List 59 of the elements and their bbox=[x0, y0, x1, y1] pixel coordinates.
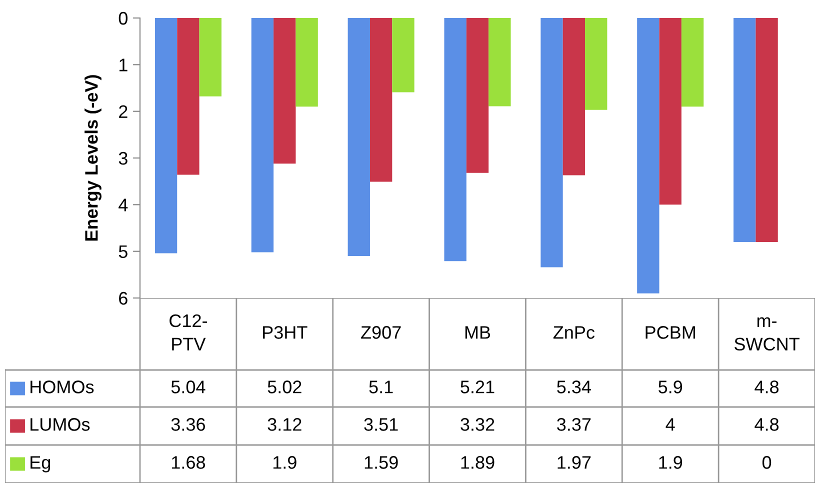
bar bbox=[585, 18, 608, 110]
data-label: 5.34 bbox=[557, 380, 591, 394]
data-label: 1.9 bbox=[273, 456, 296, 469]
bar bbox=[659, 18, 682, 205]
data-label: 1.68 bbox=[172, 456, 205, 469]
legend-label: Eg bbox=[30, 456, 50, 472]
y-tick-label: 5 bbox=[118, 245, 128, 258]
y-tick-label: 2 bbox=[119, 105, 128, 118]
x-tick-label: PCBM bbox=[646, 326, 695, 339]
x-tick-label: m-SWCNT bbox=[734, 317, 800, 351]
bar bbox=[756, 18, 778, 242]
bar bbox=[488, 18, 511, 106]
y-tick-label: 4 bbox=[118, 198, 128, 212]
y-axis-title: Energy Levels (-eV) bbox=[84, 75, 102, 241]
bar bbox=[154, 18, 178, 254]
x-tick-label: Z907 bbox=[361, 326, 401, 339]
data-label: 4.8 bbox=[754, 380, 779, 394]
bar bbox=[251, 18, 274, 252]
bar bbox=[681, 18, 704, 107]
data-label: 3.37 bbox=[557, 418, 591, 431]
bar bbox=[562, 18, 586, 176]
bar bbox=[392, 18, 414, 92]
bar bbox=[296, 18, 318, 107]
bar bbox=[370, 18, 392, 182]
x-tick-label: C12-PTV bbox=[170, 314, 207, 350]
data-label: 5.21 bbox=[460, 380, 494, 394]
data-label: 5.02 bbox=[268, 380, 302, 394]
bar bbox=[199, 18, 222, 96]
data-label: 5.04 bbox=[171, 380, 206, 394]
x-tick-label: MB bbox=[465, 326, 490, 339]
data-label: 3.51 bbox=[364, 418, 398, 431]
data-label: 4 bbox=[666, 418, 675, 431]
bar bbox=[348, 18, 370, 256]
bar bbox=[637, 18, 660, 294]
data-label: 5.1 bbox=[369, 380, 393, 394]
bar bbox=[444, 18, 466, 262]
legend-label: HOMOs bbox=[30, 380, 94, 394]
y-tick-label: 1 bbox=[120, 58, 128, 72]
data-label: 3.36 bbox=[171, 418, 205, 431]
data-label: 1.9 bbox=[659, 456, 682, 469]
data-label: 3.32 bbox=[460, 418, 494, 431]
data-label: 4.8 bbox=[754, 418, 779, 431]
y-tick-label: 3 bbox=[118, 152, 128, 165]
data-label: 3.12 bbox=[268, 418, 302, 431]
bar bbox=[466, 18, 489, 173]
bar bbox=[540, 18, 563, 268]
x-tick-label: ZnPc bbox=[553, 326, 595, 339]
y-tick-label: 6 bbox=[119, 292, 128, 305]
y-tick-label: 0 bbox=[118, 12, 128, 25]
legend-label: LUMOs bbox=[30, 418, 90, 431]
bar bbox=[734, 18, 756, 242]
bar bbox=[274, 18, 296, 164]
data-label: 0 bbox=[762, 456, 772, 469]
bar bbox=[177, 18, 200, 175]
data-label: 5.9 bbox=[658, 380, 682, 394]
data-label: 1.89 bbox=[461, 456, 494, 469]
x-tick-label: P3HT bbox=[263, 326, 308, 339]
data-label: 1.59 bbox=[364, 456, 398, 469]
data-label: 1.97 bbox=[558, 456, 591, 469]
